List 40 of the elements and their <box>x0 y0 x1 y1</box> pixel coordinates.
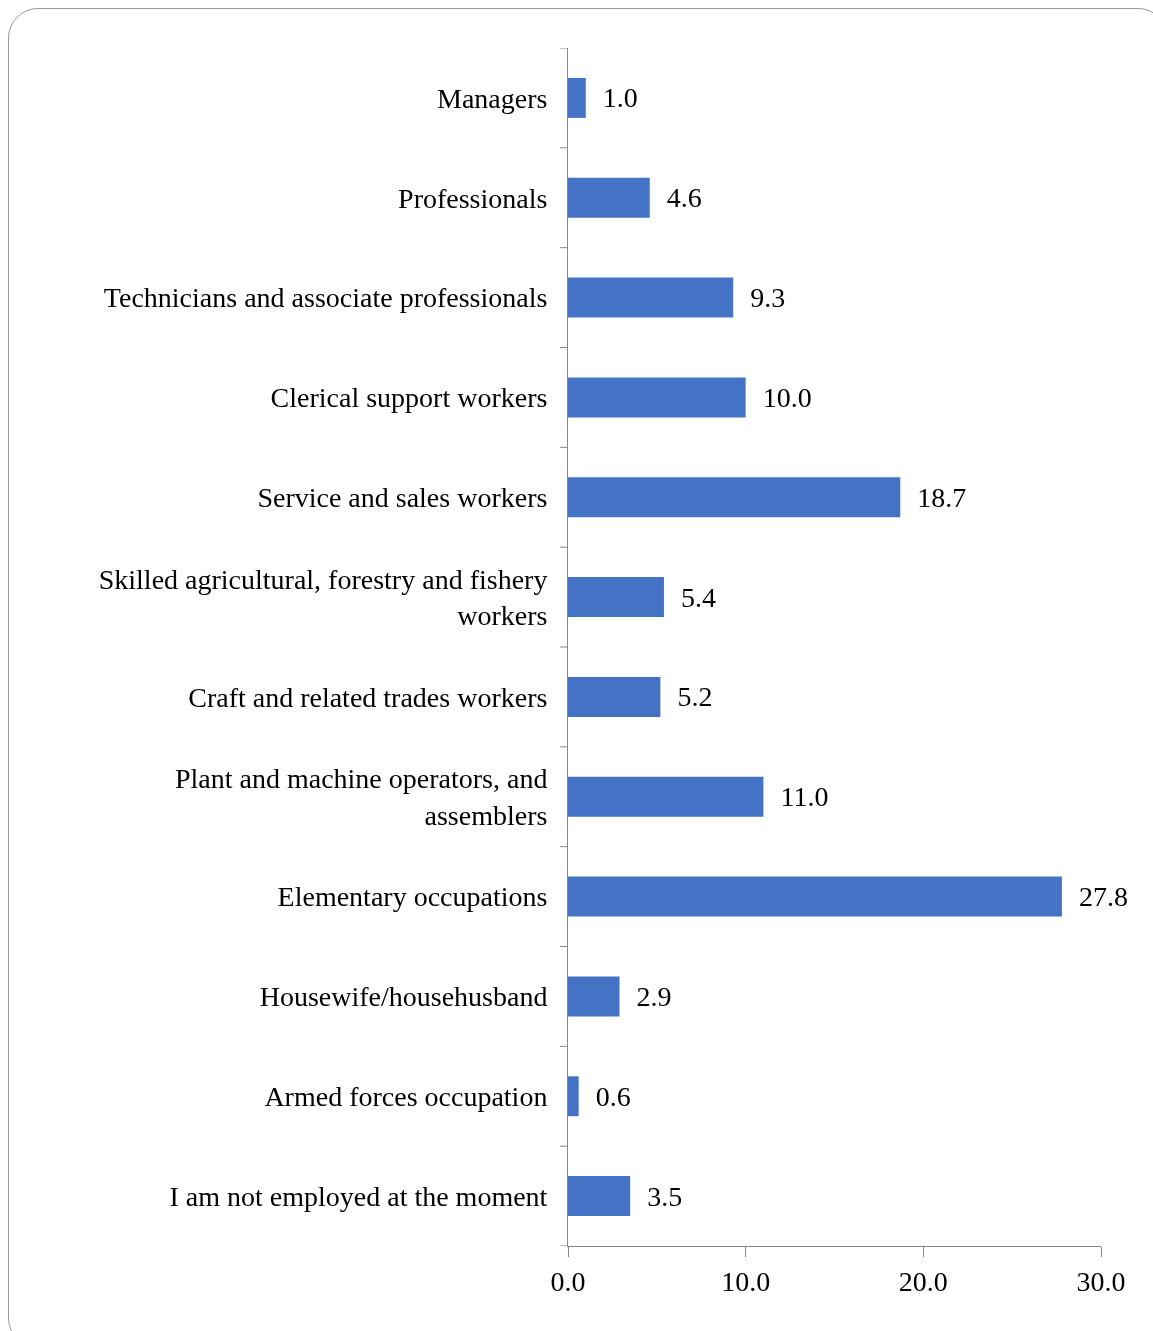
x-tick-label: 10.0 <box>721 1265 771 1297</box>
x-tick-label: 30.0 <box>1076 1265 1126 1297</box>
bar <box>568 377 746 418</box>
data-label: 5.2 <box>663 681 713 713</box>
y-tick-label: Armed forces occupation <box>264 1081 548 1113</box>
x-tick-label: 0.0 <box>550 1265 586 1297</box>
data-label: 5.4 <box>666 581 716 613</box>
y-tick-label: Technicians and associate professionals <box>103 282 548 314</box>
y-tick-label: Service and sales workers <box>257 482 548 514</box>
data-label: 9.3 <box>736 282 786 314</box>
bar <box>568 577 664 618</box>
data-label: 4.6 <box>652 182 702 214</box>
y-tick-label: Managers <box>436 82 548 114</box>
data-label: 18.7 <box>903 481 967 513</box>
y-tick-label: Skilled agricultural, forestry and fishery workers <box>98 563 548 632</box>
data-label: 10.0 <box>748 381 812 413</box>
bar <box>568 676 661 717</box>
y-tick-label: Plant and machine operators, and assemblers <box>174 763 548 831</box>
bar <box>568 976 620 1017</box>
y-tick-label: Professionals <box>398 182 548 214</box>
bar <box>568 1076 579 1117</box>
bar <box>568 277 734 318</box>
y-tick-label: Clerical support workers <box>270 382 548 414</box>
data-label: 11.0 <box>766 781 829 813</box>
data-label: 3.5 <box>633 1180 683 1212</box>
data-label: 2.9 <box>622 980 672 1012</box>
bar <box>568 776 764 817</box>
x-tick-label: 20.0 <box>898 1265 948 1297</box>
bar <box>568 1176 631 1217</box>
data-label: 0.6 <box>581 1080 631 1112</box>
data-label: 1.0 <box>588 82 638 114</box>
y-tick-label: Housewife/househusband <box>259 981 548 1013</box>
bar <box>568 477 901 518</box>
bar <box>568 177 650 218</box>
data-label: 27.8 <box>1064 881 1128 913</box>
y-tick-label: I am not employed at the moment <box>169 1180 548 1212</box>
bar <box>568 876 1062 917</box>
bar <box>568 77 586 118</box>
y-tick-label: Craft and related trades workers <box>188 681 548 713</box>
y-tick-label: Elementary occupations <box>277 881 548 913</box>
